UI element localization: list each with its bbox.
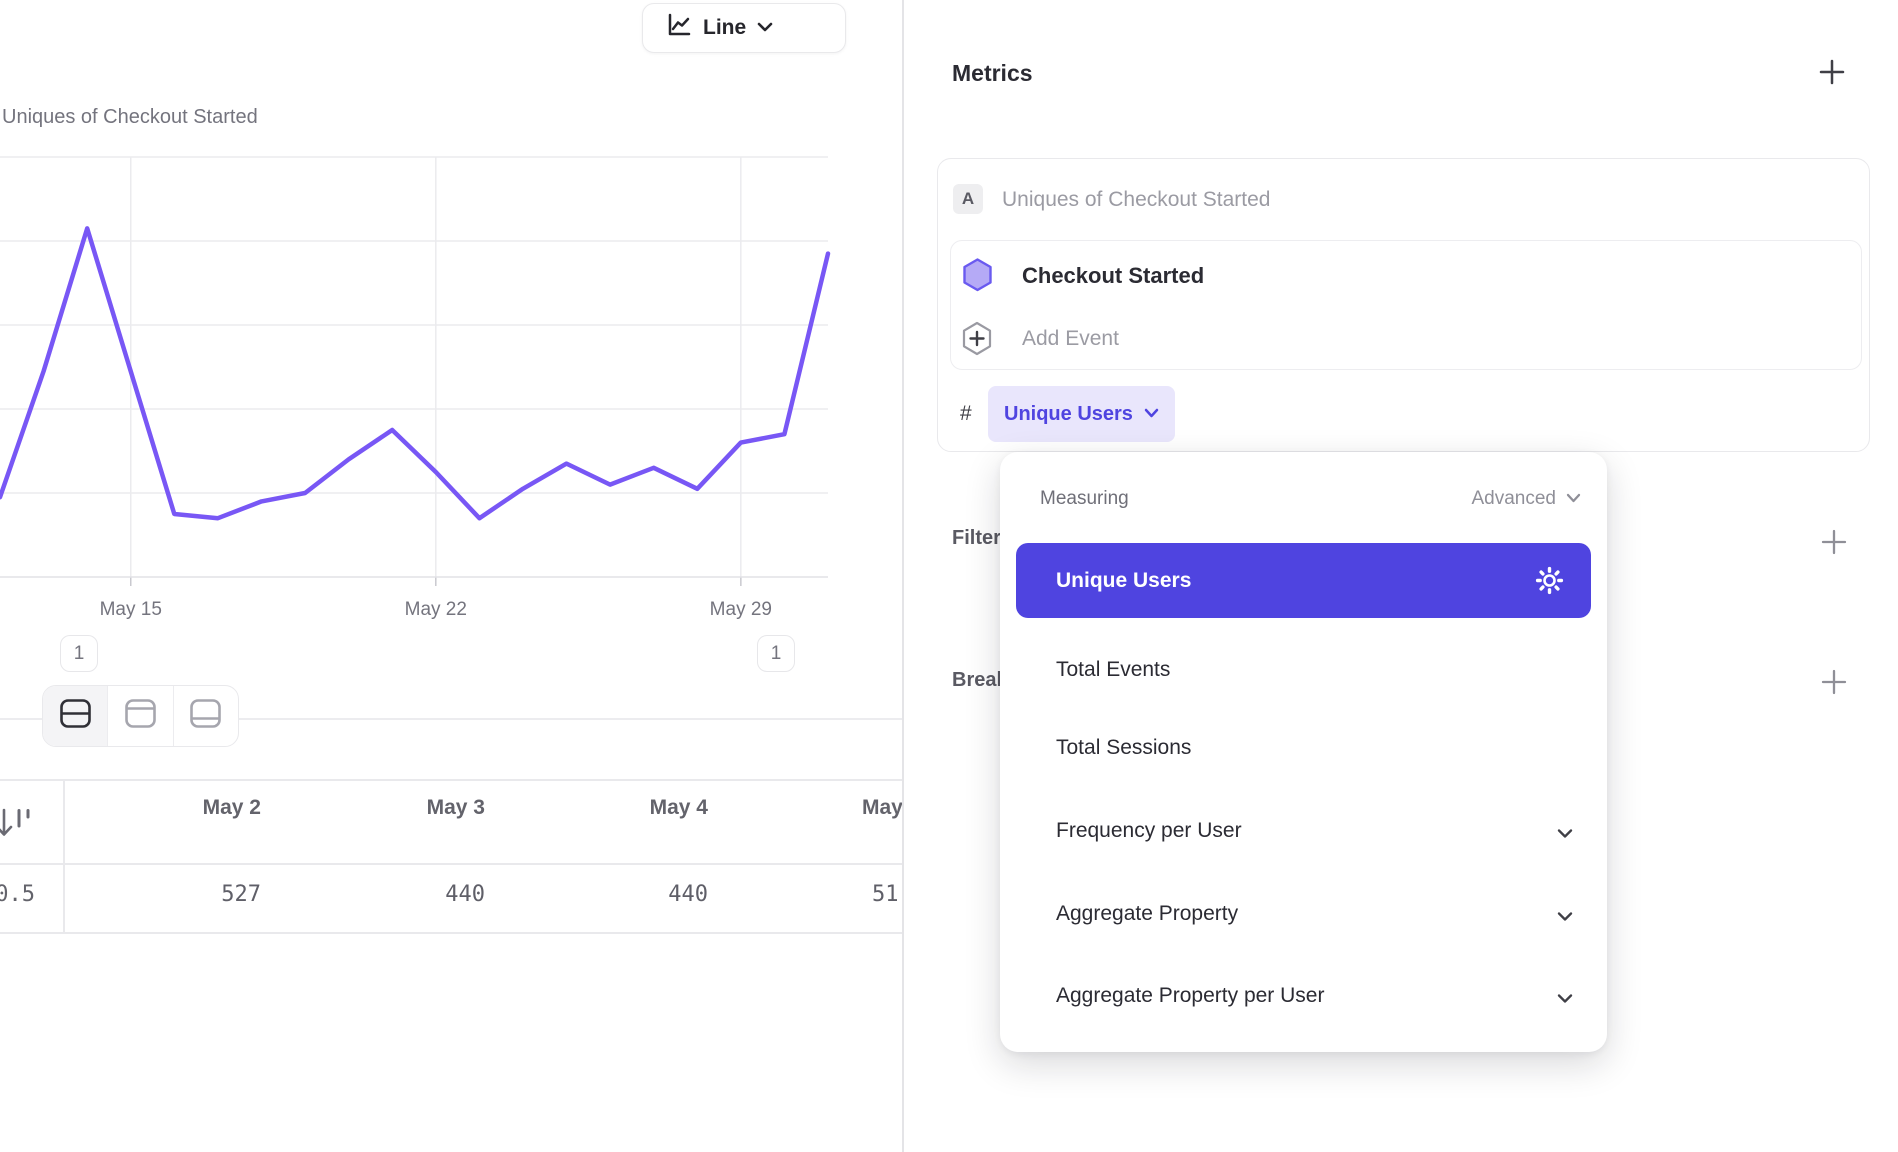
add-metric-button[interactable] — [1816, 56, 1848, 88]
chart-type-label: Line — [703, 16, 747, 39]
measure-type-symbol: # — [960, 402, 972, 425]
menu-item-aggregate-property-per-user[interactable]: Aggregate Property per User — [1056, 984, 1325, 1007]
advanced-label: Advanced — [1471, 488, 1556, 509]
measuring-popover: Measuring Advanced Unique Users — [1000, 452, 1607, 1052]
section-divider — [0, 718, 902, 720]
plus-icon — [1819, 59, 1845, 85]
chart-title: Uniques of Checkout Started — [2, 106, 258, 128]
table-row-label: 0.5 — [0, 882, 35, 907]
measure-chip-label: Unique Users — [1004, 402, 1133, 425]
metrics-heading: Metrics — [952, 60, 1033, 86]
chart-table-region: Line Uniques of Checkout Started May 15 M… — [0, 0, 902, 1152]
add-event-label[interactable]: Add Event — [1022, 327, 1119, 350]
table-cell: 440 — [668, 882, 708, 907]
panel-divider — [902, 0, 904, 1152]
table-header-cell[interactable]: May 4 — [649, 796, 708, 819]
svg-text:May 29: May 29 — [710, 599, 772, 620]
sort-descending-icon[interactable] — [0, 806, 36, 845]
table-border — [0, 932, 902, 934]
annotation-badge[interactable]: 1 — [60, 635, 98, 672]
advanced-mode-dropdown[interactable]: Advanced — [1471, 488, 1581, 510]
chart-type-dropdown[interactable]: Line — [642, 3, 846, 53]
chevron-down-icon — [1557, 909, 1573, 921]
table-header-cell[interactable]: May 3 — [426, 796, 485, 819]
view-layout-toggle — [42, 685, 239, 747]
svg-text:May 22: May 22 — [405, 599, 467, 620]
layout-split-rows-button[interactable] — [43, 686, 108, 746]
table-border — [0, 863, 902, 865]
series-letter-badge: A — [953, 184, 983, 214]
layout-panel-bottom-button[interactable] — [172, 686, 238, 746]
plus-icon — [1821, 669, 1847, 695]
layout-panel-top-button[interactable] — [107, 686, 172, 746]
annotation-badge[interactable]: 1 — [757, 635, 795, 672]
chevron-down-icon — [1144, 405, 1159, 423]
event-name[interactable]: Checkout Started — [1022, 263, 1205, 288]
menu-item-aggregate-property[interactable]: Aggregate Property — [1056, 902, 1239, 925]
filters-heading: Filters — [952, 527, 1013, 549]
menu-item-frequency-per-user[interactable]: Frequency per User — [1056, 819, 1242, 842]
table-header-cell[interactable]: May — [862, 796, 902, 819]
chevron-down-icon — [1557, 991, 1573, 1003]
chevron-down-icon — [1557, 826, 1573, 838]
add-event-icon[interactable] — [960, 320, 994, 362]
table-cell: 440 — [445, 882, 485, 907]
layout-split-rows-icon — [58, 697, 93, 735]
plus-icon — [1821, 529, 1847, 555]
table-cell: 51 — [872, 882, 899, 907]
line-chart-svg: May 15 May 22 May 29 — [0, 156, 831, 620]
metric-series-title[interactable]: Uniques of Checkout Started — [1002, 188, 1271, 211]
gear-icon[interactable] — [1534, 565, 1565, 601]
layout-panel-top-icon — [123, 697, 158, 735]
line-chart-icon — [665, 12, 692, 44]
layout-panel-bottom-icon — [188, 697, 223, 735]
chevron-down-icon — [757, 19, 773, 37]
table-cell: 527 — [221, 882, 261, 907]
measuring-label: Measuring — [1040, 488, 1129, 509]
add-filter-button[interactable] — [1818, 526, 1850, 558]
menu-item-unique-users[interactable]: Unique Users — [1016, 543, 1591, 618]
menu-item-total-sessions[interactable]: Total Sessions — [1056, 736, 1192, 759]
add-breakdown-button[interactable] — [1818, 666, 1850, 698]
table-border — [0, 779, 902, 781]
chevron-down-icon — [1566, 490, 1581, 508]
table-column-separator — [63, 779, 65, 932]
menu-item-label: Unique Users — [1056, 568, 1192, 592]
event-card — [950, 240, 1862, 370]
menu-item-total-events[interactable]: Total Events — [1056, 658, 1171, 681]
svg-text:May 15: May 15 — [100, 599, 162, 620]
event-hexagon-icon — [961, 257, 994, 298]
measure-dropdown-chip[interactable]: Unique Users — [988, 386, 1175, 442]
table-header-cell[interactable]: May 2 — [202, 796, 261, 819]
